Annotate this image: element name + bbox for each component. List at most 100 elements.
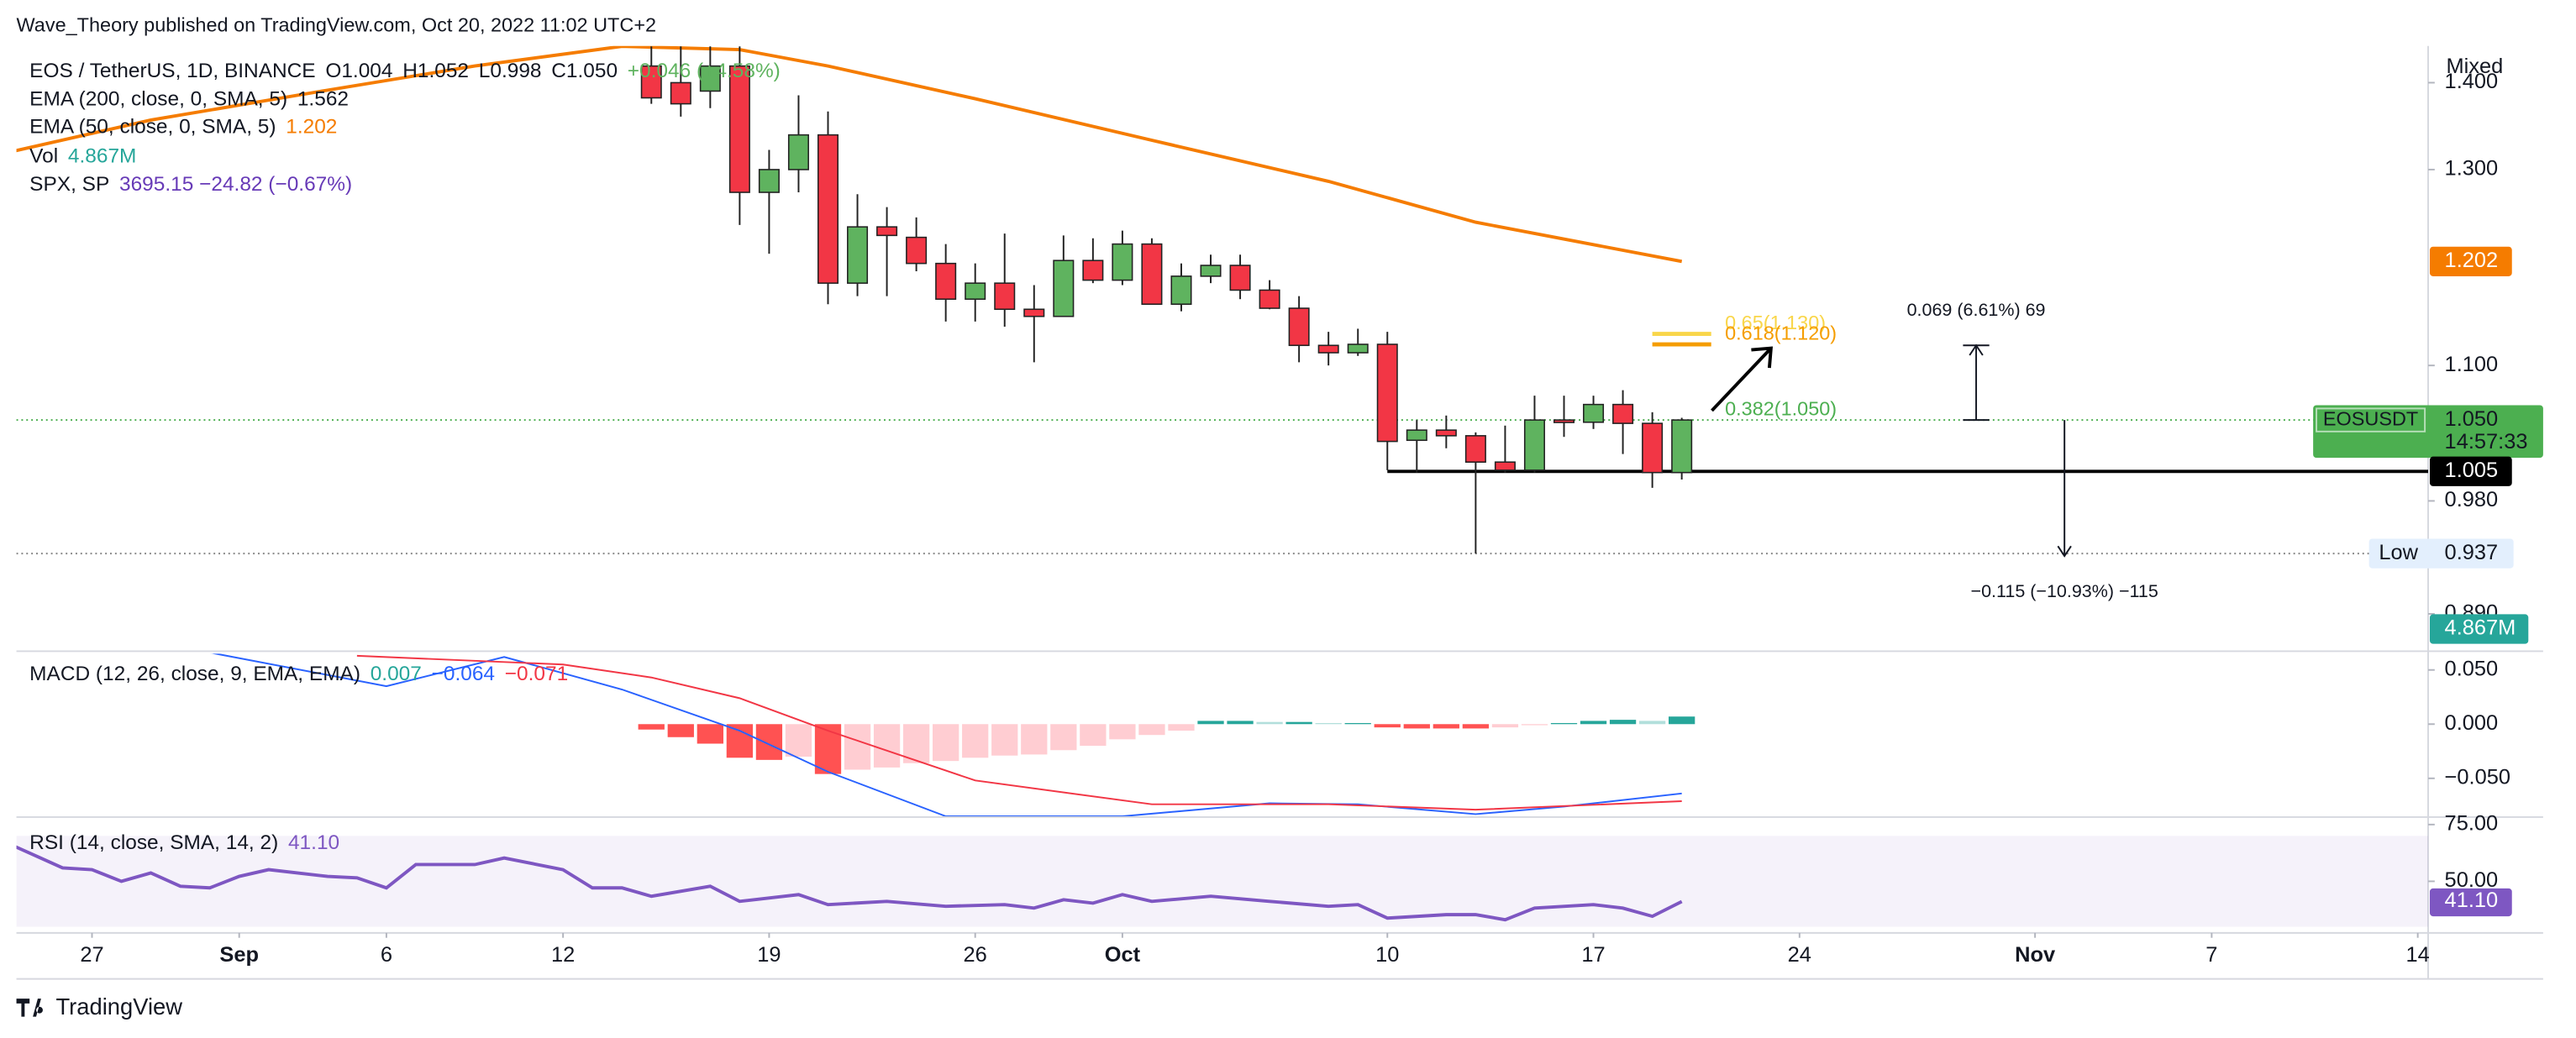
candle-body (1671, 419, 1693, 474)
candle-body (758, 169, 780, 193)
y-tick-label: 0.980 (2445, 488, 2499, 511)
ema-line (16, 45, 1683, 264)
legend-item: EOS / TetherUS, 1D, BINANCE (29, 60, 315, 83)
candle-body (1023, 308, 1045, 317)
macd-bar (1197, 721, 1224, 725)
macd-bar (1080, 724, 1107, 747)
legend-item: −0.064 (432, 663, 495, 685)
macd-bar (991, 724, 1018, 756)
price-tag (2368, 538, 2514, 569)
y-tick-label: 1.100 (2445, 353, 2499, 376)
candle-body (670, 81, 691, 105)
candle-body (847, 226, 869, 284)
fib-label: 0.618(1.120) (1725, 322, 1837, 343)
legend-row: RSI (14, close, SMA, 14, 2) 41.10 (29, 832, 339, 855)
candle-body (728, 65, 750, 193)
y-tick-label: −0.050 (2445, 766, 2510, 789)
legend-item: 4.867M (68, 145, 137, 168)
y-tick-label: 1.300 (2445, 157, 2499, 181)
candle-body (1259, 289, 1280, 309)
candle-body (1464, 435, 1486, 463)
macd-bar (697, 724, 723, 744)
x-tick-label: 10 (1375, 943, 1399, 967)
y-tick-label: 0.050 (2445, 657, 2499, 680)
macd-bar (1285, 721, 1312, 725)
macd-pane (211, 653, 1695, 816)
rsi-tag (2429, 888, 2512, 917)
candle-body (1494, 461, 1516, 471)
macd-bar (1344, 722, 1371, 725)
price-label: 0.937 (2445, 541, 2499, 564)
macd-bar (1550, 722, 1578, 725)
candle-body (1347, 343, 1369, 354)
rsi-tag-label: 41.10 (2445, 889, 2499, 912)
legend-item: 1.562 (297, 88, 349, 111)
legend-row: Vol 4.867M (29, 145, 136, 168)
frame (16, 45, 2543, 980)
legend-item: +0.046 (+4.58%) (628, 60, 781, 83)
legend-item: C1.050 (551, 60, 618, 83)
legend-item: 0.007 (371, 663, 422, 685)
macd-bar (1109, 724, 1136, 740)
candle-body (1141, 243, 1163, 306)
legend-item: Vol (29, 145, 58, 168)
x-tick-label: Nov (2015, 943, 2056, 967)
volume-tag (2429, 614, 2529, 644)
macd-bar (814, 724, 842, 774)
macd-bar (1462, 724, 1490, 729)
candle-body (965, 282, 986, 300)
candle-body (1082, 260, 1104, 281)
candle-body (1435, 429, 1457, 437)
candle-body (1376, 343, 1398, 443)
candle-body (1612, 403, 1634, 424)
price-tag (2313, 405, 2543, 459)
macd-bar (1256, 721, 1283, 725)
macd-bar (933, 724, 959, 762)
candle-body (1288, 307, 1310, 347)
measure-label: 0.069 (6.61%) 69 (1907, 300, 2046, 320)
legend-item: 41.10 (288, 832, 339, 855)
legend-row: MACD (12, 26, close, 9, EMA, EMA) 0.007 −0… (29, 663, 568, 685)
candle-body (1523, 419, 1545, 471)
legend-row: EMA (200, close, 0, SMA, 5) 1.562 (29, 88, 349, 111)
x-tick-label: 6 (381, 943, 392, 967)
candle-body (1583, 403, 1605, 423)
arrow (1711, 346, 1774, 412)
macd-bar (726, 724, 754, 758)
rsi-band (16, 836, 2429, 927)
candle-body (1317, 344, 1339, 354)
candle-body (817, 134, 839, 284)
brand: TradingView (55, 993, 182, 1020)
legend-item: O1.004 (325, 60, 392, 83)
macd-bar (1609, 720, 1637, 725)
candle-body (1053, 260, 1075, 317)
legend-row: SPX, SP 3695.15 −24.82 (−0.67%) (29, 173, 352, 196)
candle-body (876, 226, 898, 237)
macd-bar (1227, 721, 1254, 725)
legend-item: −0.071 (505, 663, 568, 685)
macd-bar (902, 724, 930, 763)
x-tick-label: Sep (219, 943, 259, 967)
fib-label: 0.65(1.130) (1725, 312, 1826, 333)
tag-name: Low (2379, 541, 2418, 564)
price-pane: 0.65(1.130)0.618(1.120) 0.382(1.050) 0.069… (16, 45, 2429, 601)
legend-item: RSI (14, close, SMA, 14, 2) (29, 832, 278, 855)
macd-bar (873, 724, 901, 768)
legend-item: EMA (50, close, 0, SMA, 5) (29, 116, 276, 139)
candle-body (699, 65, 721, 92)
candle-body (1642, 422, 1664, 474)
candle-body (906, 236, 928, 265)
measure-arrow (2057, 545, 2072, 558)
legend-row: EMA (50, close, 0, SMA, 5) 1.202 (29, 116, 337, 139)
price-label: 1.050 (2445, 407, 2499, 431)
scale-mode[interactable]: Mixed (2447, 55, 2504, 78)
publisher: Wave_Theory published on TradingView.com… (17, 13, 657, 35)
countdown: 14:57:33 (2445, 430, 2528, 453)
x-tick-label: 17 (1581, 943, 1605, 967)
symbol-box (2316, 407, 2426, 432)
legend-row: EOS / TetherUS, 1D, BINANCE O1.004 H1.052 L… (29, 60, 781, 83)
macd-bar (1521, 724, 1548, 726)
macd-bar (1315, 722, 1342, 725)
candle-body (1170, 275, 1192, 306)
candle-body (640, 65, 662, 99)
